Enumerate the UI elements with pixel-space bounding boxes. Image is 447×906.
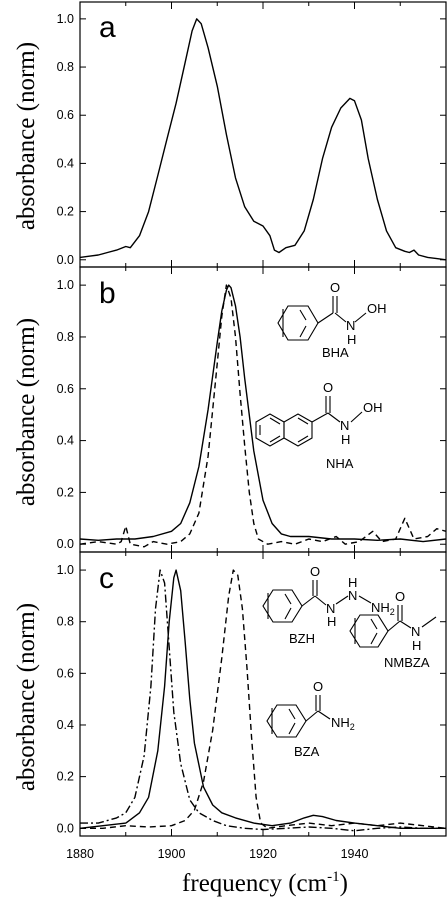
panel-b-frame [79,266,447,553]
nha-nh-h: H [341,432,350,447]
ytick-label-a-2: 0.4 [57,156,74,170]
xtick-label-1: 1900 [158,847,186,861]
panel-letter-a: a [99,11,116,44]
nmbza-n: N [411,624,420,639]
xtick-label-2: 1920 [249,847,277,861]
ytick-label-b-3: 0.6 [57,382,74,396]
nha-nh-n: N [340,418,349,433]
molecule-nmbza [349,605,437,648]
nha-oh: OH [363,400,383,415]
panel-letter-b: b [99,277,116,310]
ytick-label-b-2: 0.4 [57,434,74,448]
ytick-label-c-0: 0.0 [57,821,74,835]
bha-o: O [330,280,340,295]
ytick-label-c-4: 0.8 [57,615,74,629]
molecule-nha [255,396,363,447]
bza-o: O [313,679,323,694]
molecule-label-bzh: BZH [289,631,315,646]
bha-nh-n: N [346,318,355,333]
nmbza-h: H [412,638,421,653]
ytick-label-c-5: 1.0 [57,563,74,577]
ytick-label-a-0: 0.0 [57,253,74,267]
ytick-label-b-1: 0.2 [57,485,74,499]
molecule-bzh [262,580,372,623]
xtick-label-0: 1880 [66,847,94,861]
curve-c-dashdot [80,569,446,832]
panel-letter-c: c [99,562,114,595]
ytick-label-a-3: 0.6 [57,108,74,122]
bzh-nh2: NH2 [371,600,395,617]
bzh-h1: H [327,614,336,629]
curve-b-dashed [79,284,447,548]
molecule-label-nha: NHA [326,456,354,471]
curve-a-solid [79,18,447,261]
curve-c-solid [79,569,446,829]
ylabel-b: absorbance (norm) [13,318,40,506]
ytick-label-c-2: 0.4 [57,718,74,732]
bzh-n1: N [326,601,335,616]
nmbza-o: O [395,589,405,604]
curve-b-solid [79,284,447,543]
xlabel: frequency (cm-1) [182,869,348,897]
nha-o: O [323,380,333,395]
ytick-label-c-3: 0.6 [57,666,74,680]
curve-c-dashed [80,569,447,829]
bzh-h2: H [348,575,357,590]
molecule-label-bha: BHA [322,345,349,360]
ytick-label-a-1: 0.2 [57,205,74,219]
tick-labels: 0.0 0.2 0.4 0.6 0.8 1.0 0.0 0.2 0.4 0.6 0.8 1.0 0.0 0… [57,12,369,861]
molecule-label-nmbza: NMBZA [384,655,430,670]
ylabel-a: absorbance (norm) [13,42,40,230]
panel-a-frame [79,1,447,268]
ylabel-c: absorbance (norm) [13,603,40,791]
bha-oh: OH [367,301,387,316]
ytick-label-a-5: 1.0 [57,12,74,26]
molecule-bha [277,296,367,341]
bha-nh-h: H [347,332,356,347]
xtick-label-3: 1940 [341,847,369,861]
axis-ticks [79,2,447,836]
molecule-bza [266,695,331,738]
bzh-o: O [310,564,320,579]
molecule-label-bza: BZA [294,744,320,759]
bza-nh2: NH2 [331,715,355,732]
ytick-label-a-4: 0.8 [57,60,74,74]
bzh-n2: N [348,588,357,603]
panel-c-frame [79,551,447,837]
ytick-label-c-1: 0.2 [57,770,74,784]
ytick-label-b-4: 0.8 [57,330,74,344]
data-curves [79,18,447,832]
ytick-label-b-0: 0.0 [57,537,74,551]
ytick-label-b-5: 1.0 [57,278,74,292]
